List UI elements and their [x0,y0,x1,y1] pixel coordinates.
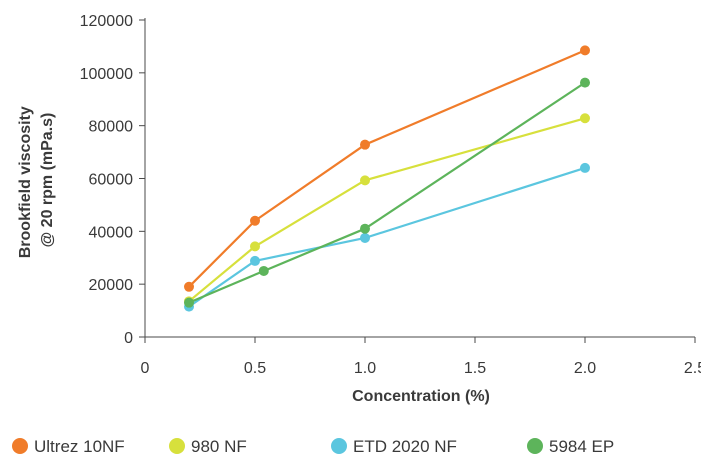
series-line [188,81,586,304]
axes: 0 20000 40000 60000 80000 100000 120000 0 0.5 1.0… [80,13,701,377]
legend-marker [331,438,347,454]
data-point [580,45,590,56]
data-point [258,265,269,276]
series-3 [184,162,590,312]
series-line [188,49,586,288]
series-line [188,117,586,303]
y-tick-label: 120000 [80,13,133,30]
series-line [188,166,586,308]
legend-item: ETD 2020 NF [331,437,457,456]
x-tick-label: 1.5 [464,360,486,377]
y-axis-title: Brookfield viscosity @ 20 rpm (mPa.s) [17,102,56,259]
legend-label: ETD 2020 NF [353,437,457,456]
legend-label: Ultrez 10NF [34,437,125,456]
data-point [250,241,260,252]
axis-titles: Concentration (%) Brookfield viscosity @… [17,102,490,405]
y-tick-label: 0 [124,330,133,347]
y-tick-label: 80000 [89,119,134,136]
series-1 [184,45,590,292]
series-layer [184,45,590,312]
legend-label: 980 NF [191,437,247,456]
x-tick-label: 2.0 [574,360,596,377]
data-point [250,255,260,266]
legend-marker [527,438,543,454]
x-tick-label: 0.5 [244,360,266,377]
y-tick-label: 40000 [89,224,134,241]
legend-marker [12,438,28,454]
y-tick-label: 20000 [89,277,134,294]
x-tick-label: 0 [141,360,150,377]
legend-label: 5984 EP [549,437,614,456]
legend: Ultrez 10NF 980 NF ETD 2020 NF 5984 EP [12,437,614,456]
data-point [184,297,194,308]
data-point [580,77,590,88]
y-axis-title-line-2: @ 20 rpm (mPa.s) [39,113,56,248]
data-point [360,223,370,234]
legend-item: 980 NF [169,437,247,456]
data-point [250,215,260,226]
x-tick-label: 1.0 [354,360,376,377]
y-axis-title-line-1: Brookfield viscosity [17,106,34,258]
data-point [580,113,590,124]
x-tick-label: 2.5 [684,360,701,377]
series-4 [184,77,590,308]
legend-item: Ultrez 10NF [12,437,125,456]
legend-marker [169,438,185,454]
data-point [360,232,370,243]
series-2 [184,113,590,307]
legend-item: 5984 EP [527,437,614,456]
data-point [580,162,590,173]
data-point [360,175,370,186]
y-tick-label: 60000 [89,172,134,189]
y-tick-label: 100000 [80,66,133,83]
data-point [184,281,194,292]
data-point [360,139,370,150]
x-axis-title: Concentration (%) [352,388,490,405]
